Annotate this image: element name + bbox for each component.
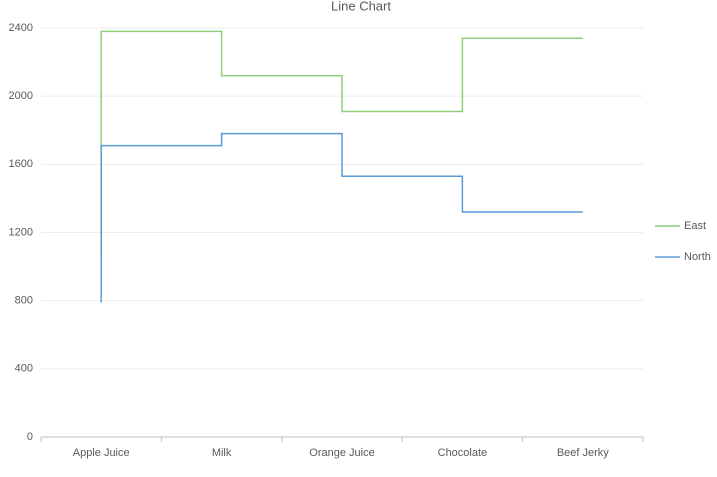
chart-title: Line Chart bbox=[331, 0, 391, 13]
legend-label: East bbox=[684, 220, 706, 232]
x-tick-label: Apple Juice bbox=[73, 447, 130, 459]
y-tick-label: 1600 bbox=[9, 158, 33, 170]
y-tick-label: 0 bbox=[27, 431, 33, 443]
x-tick-label: Chocolate bbox=[438, 447, 488, 459]
y-tick-label: 400 bbox=[15, 363, 33, 375]
series-line bbox=[100, 30, 583, 255]
x-tick-label: Beef Jerky bbox=[557, 447, 609, 459]
y-tick-label: 1200 bbox=[9, 226, 33, 238]
x-tick-label: Milk bbox=[212, 447, 232, 459]
legend-label: North bbox=[684, 251, 711, 263]
series-line bbox=[100, 132, 583, 303]
y-tick-label: 2000 bbox=[9, 90, 33, 102]
y-tick-label: 800 bbox=[15, 295, 33, 307]
y-tick-label: 2400 bbox=[9, 22, 33, 34]
x-tick-label: Orange Juice bbox=[309, 447, 374, 459]
